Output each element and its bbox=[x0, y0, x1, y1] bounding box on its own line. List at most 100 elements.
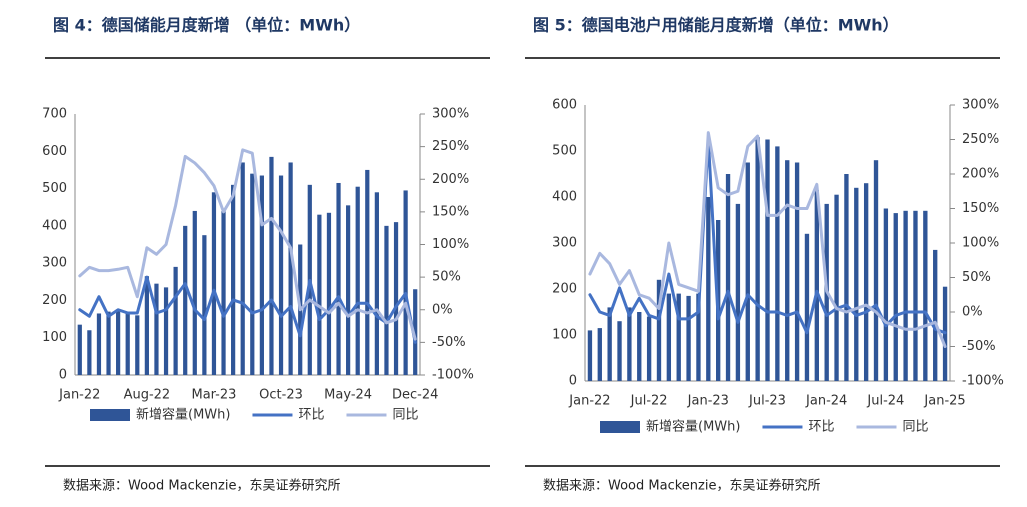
bar bbox=[393, 222, 399, 375]
y2-tick-label: 0% bbox=[962, 305, 983, 320]
bar bbox=[844, 174, 849, 381]
y2-tick-label: 300% bbox=[962, 98, 999, 113]
bar bbox=[202, 235, 207, 375]
line bbox=[78, 275, 417, 344]
bar bbox=[221, 210, 226, 375]
line bbox=[588, 131, 947, 348]
y-tick-label: 500 bbox=[42, 181, 67, 196]
x-tick-label: Oct-23 bbox=[259, 388, 303, 403]
bar bbox=[374, 192, 379, 375]
bar bbox=[355, 186, 360, 375]
y2-tick-label: 100% bbox=[432, 237, 469, 252]
y2-tick-label: 0% bbox=[432, 302, 453, 317]
bar bbox=[116, 309, 121, 375]
bar bbox=[192, 210, 197, 375]
y2-tick-label: 200% bbox=[432, 172, 469, 187]
y2-tick-label: 50% bbox=[962, 270, 991, 285]
bar bbox=[87, 330, 92, 375]
bar bbox=[804, 233, 810, 381]
source: 数据来源：Wood Mackenzie，东吴证券研究所 bbox=[63, 478, 340, 494]
bar bbox=[336, 182, 341, 375]
bar bbox=[173, 266, 178, 375]
y2-tick-label: -100% bbox=[962, 374, 1004, 389]
y2-tick-label: -50% bbox=[962, 339, 996, 354]
y2-tick-label: 300% bbox=[432, 107, 469, 122]
line bbox=[78, 148, 417, 341]
bar bbox=[259, 175, 264, 375]
bar bbox=[211, 192, 217, 375]
bar bbox=[135, 315, 140, 375]
bar bbox=[765, 139, 770, 381]
y2-tick-label: 250% bbox=[432, 139, 469, 154]
bar bbox=[903, 210, 908, 381]
bar bbox=[627, 307, 632, 381]
x-tick-label: Jul-24 bbox=[866, 394, 904, 409]
bar bbox=[597, 328, 602, 381]
bar bbox=[240, 162, 245, 375]
bar bbox=[686, 295, 691, 381]
x-tick-label: Dec-24 bbox=[392, 388, 438, 403]
bar bbox=[775, 146, 780, 381]
y2-tick-label: 100% bbox=[962, 236, 999, 251]
y-tick-label: 0 bbox=[59, 368, 67, 383]
bar bbox=[666, 293, 672, 381]
bar bbox=[923, 210, 928, 381]
bar bbox=[755, 137, 760, 381]
y2-tick-label: -50% bbox=[432, 335, 466, 350]
bar bbox=[706, 197, 711, 381]
bar bbox=[933, 249, 938, 381]
bar bbox=[794, 162, 800, 381]
y-tick-label: 200 bbox=[552, 282, 577, 297]
legend-swatch bbox=[90, 409, 130, 421]
bar bbox=[183, 225, 188, 375]
bar bbox=[607, 307, 612, 381]
x-tick-label: Jan-24 bbox=[805, 394, 847, 409]
bar bbox=[326, 212, 332, 375]
y-tick-label: 600 bbox=[42, 144, 67, 159]
y-tick-label: 0 bbox=[569, 374, 577, 389]
bar bbox=[735, 203, 741, 381]
legend-label: 新增容量(MWh) bbox=[136, 407, 230, 423]
bar bbox=[269, 156, 274, 375]
legend-label: 同比 bbox=[392, 408, 418, 423]
bar bbox=[863, 183, 869, 381]
bar bbox=[646, 316, 652, 381]
bar bbox=[617, 321, 622, 381]
y-tick-label: 400 bbox=[42, 218, 67, 233]
y-tick-label: 400 bbox=[552, 190, 577, 205]
bar bbox=[77, 324, 82, 375]
legend-label: 同比 bbox=[902, 420, 928, 435]
bar bbox=[656, 279, 662, 381]
bar bbox=[106, 311, 111, 375]
x-tick-label: Jan-22 bbox=[568, 394, 610, 409]
y2-tick-label: 150% bbox=[432, 204, 469, 219]
bar bbox=[384, 225, 389, 375]
bar bbox=[154, 283, 159, 375]
y2-tick-label: 250% bbox=[962, 132, 999, 147]
y-tick-label: 600 bbox=[552, 98, 577, 113]
legend-label: 环比 bbox=[808, 420, 834, 435]
y-tick-label: 500 bbox=[552, 144, 577, 159]
y-tick-label: 100 bbox=[42, 330, 67, 345]
bar bbox=[346, 205, 351, 375]
x-tick-label: Jan-22 bbox=[58, 388, 100, 403]
bar bbox=[834, 194, 839, 381]
bar bbox=[913, 210, 918, 381]
bar bbox=[231, 184, 236, 375]
y2-tick-label: 50% bbox=[432, 270, 461, 285]
line bbox=[588, 138, 947, 335]
x-tick-label: May-24 bbox=[324, 388, 372, 403]
bar bbox=[163, 287, 169, 375]
bar bbox=[696, 293, 701, 381]
chart-title: 图 5：德国电池户用储能月度新增（单位：MWh） bbox=[533, 16, 899, 35]
bar bbox=[365, 169, 370, 375]
x-tick-label: Jan-25 bbox=[923, 394, 965, 409]
x-tick-label: Jul-23 bbox=[748, 394, 786, 409]
y-tick-label: 300 bbox=[42, 256, 67, 271]
x-tick-label: Mar-23 bbox=[191, 388, 236, 403]
source: 数据来源：Wood Mackenzie，东吴证券研究所 bbox=[543, 478, 820, 494]
chart-title: 图 4：德国储能月度新增 （单位：MWh） bbox=[53, 16, 360, 35]
x-tick-label: Jul-22 bbox=[630, 394, 668, 409]
bar bbox=[125, 313, 130, 375]
